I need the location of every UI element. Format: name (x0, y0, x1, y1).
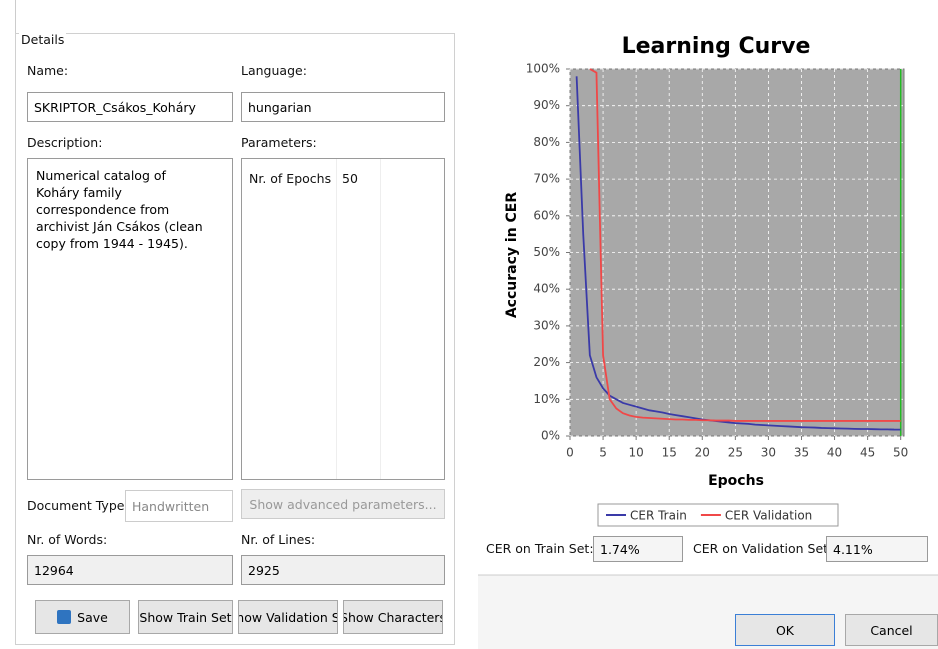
label: CER on Train Set: (486, 541, 594, 556)
label: Nr. of Words: (27, 532, 108, 547)
ok-button[interactable]: OK (735, 614, 835, 646)
x-tick-label: 15 (662, 446, 677, 460)
series-line (589, 68, 901, 422)
lines-field: 2925 (241, 555, 445, 585)
y-tick-label: 60% (533, 208, 560, 222)
legend: Details (19, 32, 67, 47)
name-input[interactable]: SKRIPTOR_Csákos_Koháry (27, 92, 233, 122)
x-axis-label: Epochs (708, 473, 764, 489)
series-line (575, 76, 901, 431)
label: CER on Validation Set: (693, 541, 833, 556)
button[interactable]: Show Characters (343, 600, 443, 634)
y-tick-label: 40% (533, 282, 560, 296)
param-name: Nr. of Epochs (249, 171, 332, 186)
label: Parameters: (241, 135, 317, 150)
x-tick-label: 5 (599, 446, 607, 460)
y-tick-label: 30% (533, 318, 560, 332)
y-tick-label: 80% (533, 135, 560, 149)
x-tick-label: 50 (893, 446, 908, 460)
doc-type-select[interactable]: Handwritten (125, 490, 233, 522)
save-button[interactable]: Save (35, 600, 130, 634)
advanced-button[interactable]: Show advanced parameters... (241, 489, 445, 519)
x-tick-label: 10 (628, 446, 643, 460)
label: Description: (27, 135, 103, 150)
description-textarea[interactable]: Numerical catalog of Koháry family corre… (27, 158, 233, 480)
y-tick-label: 20% (533, 355, 560, 369)
param-value: 50 (342, 171, 358, 186)
button[interactable]: Show Train Set (138, 600, 233, 634)
chart-title: Learning Curve (622, 34, 811, 59)
y-tick-label: 100% (526, 62, 560, 76)
y-tick-label: 70% (533, 172, 560, 186)
validation-field: 4.11% (826, 536, 928, 562)
legend-label: CER Train (630, 509, 687, 523)
y-tick-label: 90% (533, 98, 560, 112)
language-input[interactable]: hungarian (241, 92, 445, 122)
x-tick-label: 25 (728, 446, 743, 460)
cancel-button[interactable]: Cancel (845, 614, 938, 646)
label: Document Type: (27, 498, 129, 513)
label: Language: (241, 63, 307, 78)
legend-label: CER Validation (725, 509, 812, 523)
x-tick-label: 30 (761, 446, 776, 460)
x-tick-label: 45 (860, 446, 875, 460)
y-tick-label: 0% (541, 429, 560, 443)
train-field: 1.74% (593, 536, 683, 562)
y-axis-label: Accuracy in CER (504, 192, 520, 319)
x-tick-label: 35 (794, 446, 809, 460)
y-tick-label: 50% (533, 245, 560, 259)
y-tick-label: 10% (533, 392, 560, 406)
button-text: Save (77, 609, 108, 625)
x-tick-label: 20 (695, 446, 710, 460)
label: Nr. of Lines: (241, 532, 316, 547)
button[interactable]: how Validation S (238, 600, 338, 634)
parameters-table: Nr. of Epochs 50 (241, 158, 445, 480)
x-tick-label: 40 (827, 446, 842, 460)
fieldset (15, 33, 455, 645)
x-tick-label: 0 (566, 446, 574, 460)
words-field: 12964 (27, 555, 233, 585)
label: Name: (27, 63, 69, 78)
